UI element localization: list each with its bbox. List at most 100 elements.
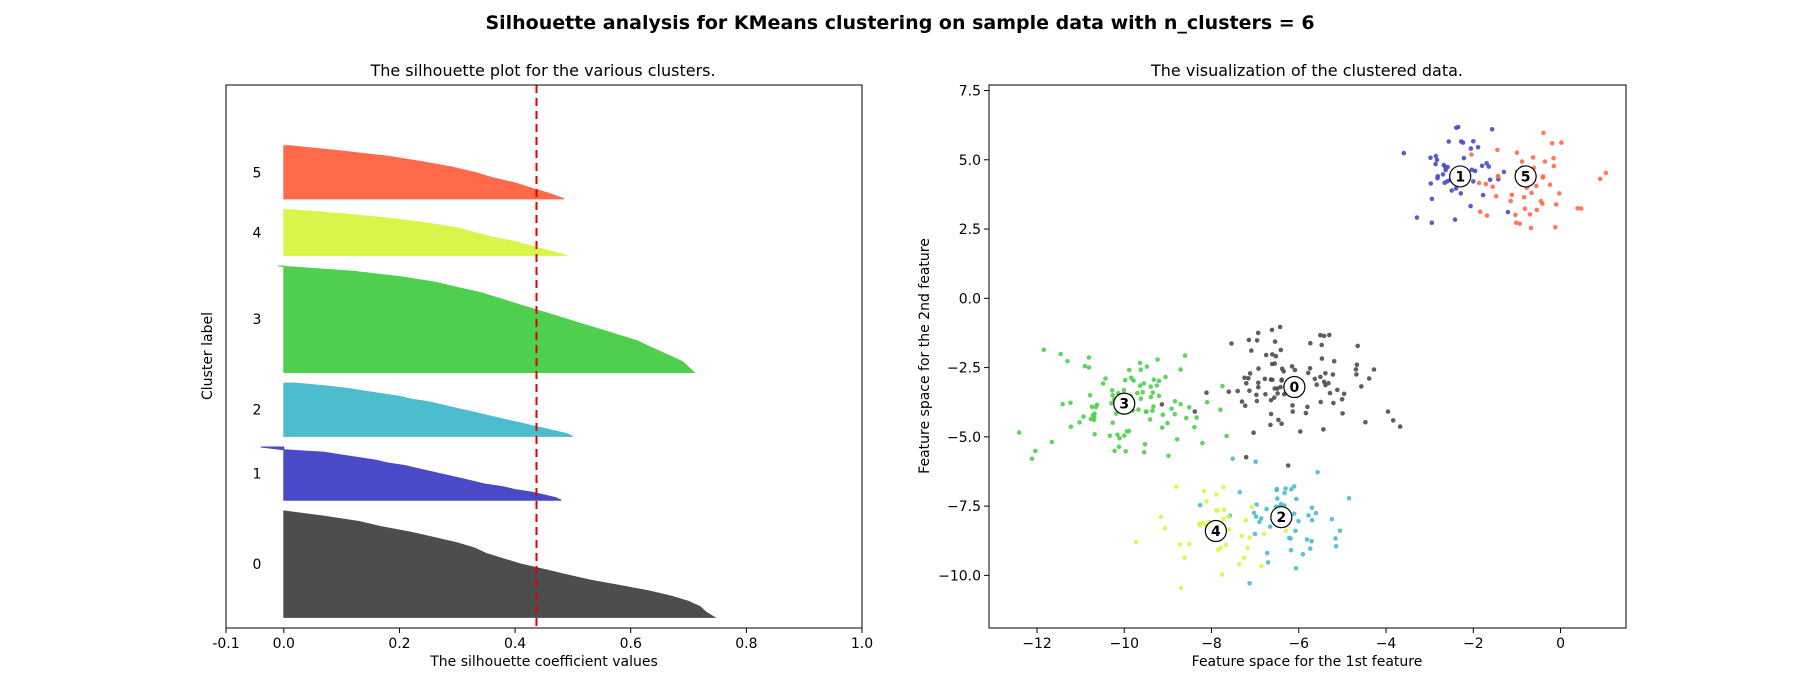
scatter-point-cluster-3 bbox=[1194, 415, 1199, 420]
silhouette-cluster-label: 1 bbox=[252, 467, 261, 483]
scatter-point-cluster-0 bbox=[1270, 377, 1275, 383]
scatter-point-cluster-0 bbox=[1244, 381, 1249, 386]
scatter-ytick-label: 5.0 bbox=[959, 153, 981, 169]
scatter-point-cluster-3 bbox=[1200, 440, 1205, 446]
scatter-point-cluster-5 bbox=[1509, 192, 1515, 198]
scatter-point-cluster-0 bbox=[1318, 374, 1323, 380]
scatter-point-cluster-1 bbox=[1460, 140, 1466, 145]
scatter-point-cluster-0 bbox=[1327, 390, 1333, 396]
scatter-point-cluster-4 bbox=[1226, 514, 1231, 519]
scatter-point-cluster-3 bbox=[1086, 365, 1092, 370]
scatter-point-cluster-0 bbox=[1275, 391, 1280, 396]
scatter-xtick-label: −4 bbox=[1376, 636, 1397, 652]
scatter-point-cluster-1 bbox=[1458, 191, 1464, 196]
scatter-point-cluster-4 bbox=[1221, 516, 1226, 522]
silhouette-band-cluster-3 bbox=[277, 265, 696, 373]
scatter-point-cluster-0 bbox=[1371, 367, 1377, 372]
scatter-point-cluster-3 bbox=[1082, 363, 1088, 369]
scatter-point-cluster-3 bbox=[1142, 441, 1148, 447]
scatter-point-cluster-5 bbox=[1603, 170, 1609, 176]
scatter-point-cluster-0 bbox=[1290, 409, 1295, 414]
scatter-point-cluster-3 bbox=[1148, 384, 1153, 389]
scatter-point-cluster-0 bbox=[1331, 359, 1337, 364]
scatter-point-cluster-4 bbox=[1259, 564, 1264, 569]
scatter-point-cluster-1 bbox=[1401, 150, 1407, 156]
scatter-point-cluster-3 bbox=[1089, 404, 1095, 410]
scatter-point-cluster-3 bbox=[1156, 378, 1162, 384]
scatter-point-cluster-0 bbox=[1249, 348, 1254, 353]
scatter-point-cluster-3 bbox=[1140, 389, 1145, 395]
scatter-point-cluster-1 bbox=[1414, 215, 1420, 220]
scatter-point-cluster-3 bbox=[1128, 375, 1134, 381]
scatter-point-cluster-0 bbox=[1254, 398, 1260, 404]
scatter-point-cluster-3 bbox=[1174, 437, 1180, 442]
scatter-point-cluster-0 bbox=[1319, 342, 1324, 348]
scatter-point-cluster-3 bbox=[1110, 393, 1115, 398]
scatter-point-cluster-5 bbox=[1534, 183, 1539, 189]
scatter-point-cluster-3 bbox=[1172, 399, 1178, 404]
cluster-center-label: 4 bbox=[1211, 524, 1221, 540]
scatter-point-cluster-1 bbox=[1453, 186, 1459, 191]
silhouette-band-cluster-4 bbox=[283, 209, 568, 256]
scatter-point-cluster-0 bbox=[1243, 454, 1249, 460]
scatter-point-cluster-1 bbox=[1449, 188, 1454, 193]
scatter-point-cluster-3 bbox=[1113, 411, 1119, 416]
scatter-point-cluster-0 bbox=[1279, 421, 1284, 427]
cluster-center-marker bbox=[1270, 506, 1293, 529]
scatter-point-cluster-2 bbox=[1291, 511, 1297, 517]
scatter-point-cluster-0 bbox=[1278, 347, 1284, 353]
scatter-xtick-label: −2 bbox=[1463, 636, 1484, 652]
scatter-xtick-label: −8 bbox=[1201, 636, 1222, 652]
scatter-point-cluster-4 bbox=[1221, 507, 1227, 513]
cluster-center-label: 3 bbox=[1119, 397, 1129, 413]
scatter-point-cluster-3 bbox=[1136, 407, 1141, 412]
scatter-point-cluster-0 bbox=[1272, 339, 1278, 344]
silhouette-band-cluster-5 bbox=[283, 145, 565, 200]
scatter-point-cluster-3 bbox=[1109, 388, 1115, 393]
scatter-point-cluster-1 bbox=[1428, 181, 1434, 186]
scatter-point-cluster-0 bbox=[1335, 387, 1340, 393]
scatter-point-cluster-1 bbox=[1455, 124, 1461, 130]
scatter-point-cluster-3 bbox=[1121, 387, 1127, 393]
scatter-point-cluster-5 bbox=[1484, 213, 1490, 218]
scatter-point-cluster-0 bbox=[1254, 392, 1259, 398]
scatter-point-cluster-3 bbox=[1092, 431, 1097, 437]
scatter-point-cluster-2 bbox=[1313, 510, 1319, 516]
scatter-point-cluster-2 bbox=[1267, 524, 1273, 529]
silhouette-xtick-label: 0.4 bbox=[504, 636, 526, 652]
scatter-point-cluster-3 bbox=[1169, 406, 1174, 412]
scatter-point-cluster-3 bbox=[1204, 399, 1210, 405]
scatter-point-cluster-4 bbox=[1249, 504, 1255, 510]
scatter-point-cluster-0 bbox=[1268, 422, 1273, 428]
scatter-point-cluster-5 bbox=[1469, 152, 1474, 157]
scatter-point-cluster-3 bbox=[1163, 374, 1168, 380]
scatter-point-cluster-5 bbox=[1513, 212, 1518, 218]
scatter-point-cluster-2 bbox=[1329, 516, 1335, 522]
scatter-point-cluster-0 bbox=[1263, 352, 1269, 358]
scatter-point-cluster-5 bbox=[1578, 206, 1584, 211]
scatter-point-cluster-1 bbox=[1461, 155, 1467, 161]
scatter-point-cluster-3 bbox=[1151, 377, 1157, 383]
scatter-point-cluster-3 bbox=[1086, 355, 1092, 360]
scatter-point-cluster-1 bbox=[1489, 127, 1495, 132]
figure-suptitle: Silhouette analysis for KMeans clusterin… bbox=[485, 12, 1314, 34]
scatter-point-cluster-3 bbox=[1049, 439, 1055, 445]
scatter-point-cluster-5 bbox=[1529, 190, 1534, 196]
scatter-point-cluster-4 bbox=[1162, 525, 1168, 531]
scatter-xlabel: Feature space for the 1st feature bbox=[1192, 654, 1423, 670]
scatter-point-cluster-3 bbox=[1115, 432, 1120, 438]
scatter-point-cluster-0 bbox=[1312, 376, 1318, 382]
scatter-point-cluster-4 bbox=[1158, 514, 1164, 520]
scatter-point-cluster-5 bbox=[1521, 195, 1527, 200]
scatter-point-cluster-3 bbox=[1192, 424, 1197, 430]
cluster-center-marker bbox=[1449, 165, 1472, 188]
scatter-point-cluster-3 bbox=[1077, 420, 1082, 425]
scatter-point-cluster-1 bbox=[1475, 145, 1481, 150]
scatter-point-cluster-3 bbox=[1123, 449, 1128, 454]
scatter-point-cluster-3 bbox=[1041, 347, 1047, 353]
scatter-ytick-label: −5.0 bbox=[947, 430, 981, 446]
scatter-point-cluster-1 bbox=[1468, 203, 1473, 209]
scatter-plot-frame bbox=[988, 84, 1627, 629]
scatter-point-cluster-0 bbox=[1272, 386, 1277, 391]
silhouette-plot-frame bbox=[225, 84, 863, 629]
